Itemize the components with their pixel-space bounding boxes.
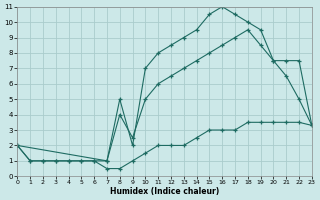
X-axis label: Humidex (Indice chaleur): Humidex (Indice chaleur): [110, 187, 219, 196]
